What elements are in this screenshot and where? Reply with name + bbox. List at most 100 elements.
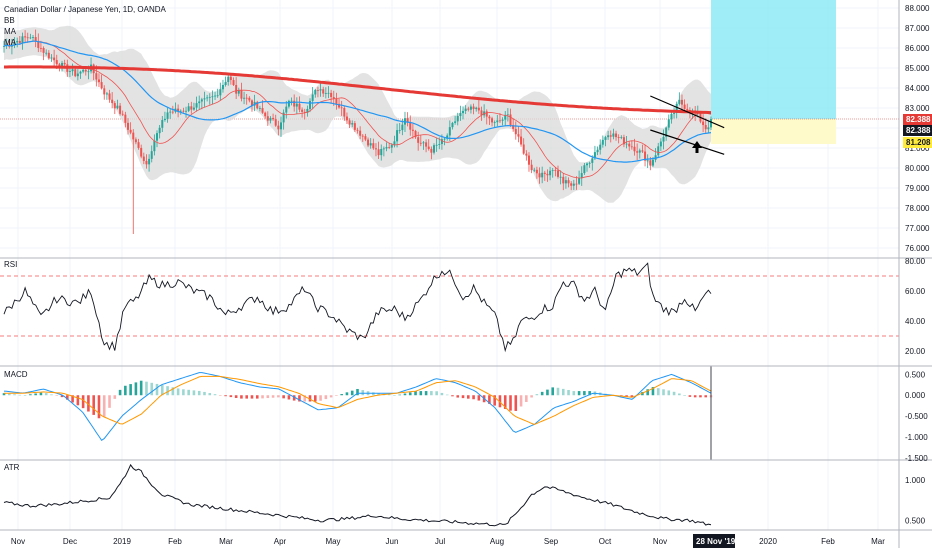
macd-histogram-bar <box>588 391 591 396</box>
macd-histogram-bar <box>71 395 74 403</box>
macd-histogram-bar <box>76 395 80 406</box>
candle-body <box>514 128 517 135</box>
candle-body <box>644 151 647 161</box>
candle-body <box>469 106 472 110</box>
macd-histogram-bar <box>387 394 391 396</box>
candle-body <box>659 141 662 147</box>
x-tick-label: 2020 <box>759 537 777 546</box>
price-pane[interactable] <box>3 25 725 234</box>
candle-body <box>662 136 665 142</box>
macd-histogram-bar <box>129 384 132 396</box>
candle-body <box>309 100 312 109</box>
macd-histogram-bar <box>213 394 217 396</box>
candle-body <box>607 135 610 138</box>
y-tick-label: 76.000 <box>905 244 930 253</box>
macd-histogram-bar <box>662 389 665 396</box>
candle-body <box>100 82 103 89</box>
x-tick-label: Jul <box>435 537 445 546</box>
macd-histogram-bar <box>81 395 85 409</box>
macd-histogram-bar <box>234 395 238 398</box>
candle-body <box>541 172 544 178</box>
candle-body <box>330 92 333 98</box>
rsi-pane[interactable] <box>0 262 899 353</box>
candle-body <box>575 183 578 185</box>
macd-histogram-bar <box>23 395 27 396</box>
candle-body <box>32 37 35 38</box>
candle-body <box>237 90 240 94</box>
candle-body <box>359 130 362 136</box>
macd-histogram-bar <box>651 387 655 396</box>
candle-body <box>446 135 449 139</box>
macd-histogram-bar <box>572 391 576 396</box>
candle-body <box>335 99 338 104</box>
candle-body <box>53 57 56 61</box>
candle-body <box>277 125 280 130</box>
candle-body <box>221 84 224 90</box>
macd-label: MACD <box>4 370 28 379</box>
candle-body <box>124 114 127 123</box>
candle-body <box>18 40 21 43</box>
candle-body <box>311 94 314 101</box>
macd-histogram-bar <box>693 395 697 398</box>
candle-body <box>567 180 570 184</box>
candle-body <box>243 97 246 99</box>
candle-body <box>235 85 238 94</box>
candle-body <box>345 116 348 121</box>
candle-body <box>506 114 509 116</box>
x-tick-label: Nov <box>653 537 667 546</box>
macd-histogram-bar <box>182 389 185 396</box>
macd-tick-label: -1.000 <box>905 433 928 442</box>
candle-body <box>406 118 409 123</box>
candle-body <box>158 127 161 134</box>
atr-line <box>3 463 712 527</box>
candle-body <box>16 40 19 43</box>
candle-body <box>475 107 478 110</box>
macd-tick-label: -0.500 <box>905 412 928 421</box>
candle-body <box>380 148 383 156</box>
macd-histogram-bar <box>530 395 533 398</box>
candle-body <box>232 80 235 86</box>
x-tick-label: Feb <box>821 537 835 546</box>
candle-body <box>190 106 193 110</box>
candle-body <box>303 111 306 113</box>
macd-histogram-bar <box>298 395 301 402</box>
macd-histogram-bar <box>2 393 6 396</box>
candle-body <box>261 108 264 113</box>
candle-body <box>704 125 707 130</box>
rsi-tick-label: 60.00 <box>905 287 926 296</box>
candle-body <box>638 150 641 153</box>
candle-body <box>82 69 85 72</box>
candle-body <box>71 69 74 72</box>
last-price-tag: 82.388 <box>903 114 932 125</box>
atr-pane[interactable] <box>3 463 712 527</box>
macd-histogram-bar <box>430 391 433 396</box>
candle-body <box>422 142 425 144</box>
candle-body <box>121 113 124 115</box>
candle-body <box>185 110 188 112</box>
macd-histogram-bar <box>488 395 491 404</box>
macd-histogram-bar <box>656 388 660 396</box>
candle-body <box>517 134 520 137</box>
macd-histogram-bar <box>493 395 496 406</box>
macd-histogram-bar <box>472 395 475 400</box>
candle-body <box>393 141 396 145</box>
ma200-line <box>4 65 712 115</box>
candle-body <box>198 101 201 104</box>
candle-body <box>448 127 451 136</box>
candle-body <box>609 135 612 137</box>
macd-line <box>3 372 712 441</box>
macd-histogram-bar <box>145 381 148 396</box>
candle-body <box>411 129 414 131</box>
macd-histogram-bar <box>29 394 32 396</box>
candle-body <box>295 103 298 107</box>
y-tick-label: 87.000 <box>905 24 930 33</box>
macd-histogram-bar <box>456 395 460 398</box>
macd-histogram-bar <box>44 393 48 396</box>
macd-pane[interactable] <box>2 366 713 460</box>
candle-body <box>472 106 475 110</box>
candle-body <box>586 163 589 166</box>
atr-tick-label: 1.000 <box>905 476 926 485</box>
macd-histogram-bar <box>525 395 528 402</box>
candle-body <box>68 71 71 72</box>
